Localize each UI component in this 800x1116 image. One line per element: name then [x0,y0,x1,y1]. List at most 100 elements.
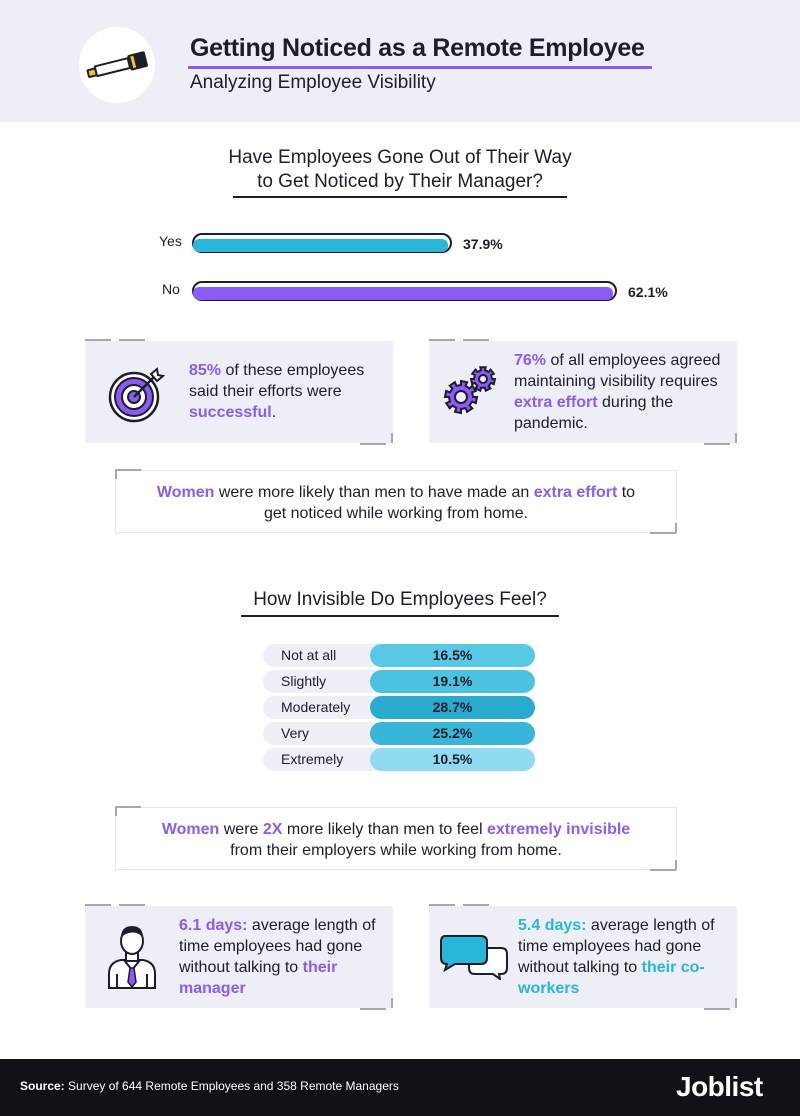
corner-dash [391,998,393,1008]
chart1-title-underline [233,196,567,198]
page-title: Getting Noticed as a Remote Employee [190,34,645,62]
corner-dash [115,806,141,808]
corner-dash [391,433,393,443]
invisibility-value: 16.5% [370,644,535,667]
header-banner: Getting Noticed as a Remote Employee Ana… [0,0,800,122]
women-effort-text: Women were more likely than men to have … [146,482,646,524]
title-underline [188,66,652,69]
corner-dash [675,523,677,533]
corner-dash [675,860,677,870]
gear-hole [454,390,468,404]
bar-label-no: No [162,281,180,297]
stat-success-body: of these employees said their efforts we… [189,362,365,400]
telescope-icon [86,51,148,78]
chart1-title-line2: to Get Noticed by Their Manager? [257,171,543,192]
women-invisible-word: extremely invisible [487,821,631,838]
gear-hole [478,374,488,384]
women-invisible-end: from their employers while working from … [230,842,562,859]
corner-dash [735,433,737,443]
stat-coworkers-body: average length of time employees had gon… [518,917,715,976]
women-effort-word: extra effort [533,484,618,501]
stat-effort-end: during the pandemic. [514,394,674,432]
source-label: Source: [20,1079,65,1093]
logo-circle [79,27,155,103]
stat-coworkers-word1: their [641,959,677,976]
corner-dash [650,532,676,534]
businessman-icon [108,926,156,989]
invisibility-value: 19.1% [370,670,535,693]
stat-box-women-invisible: Women were 2X more likely than men to fe… [115,807,677,870]
stat-effort-word: extra effort [514,394,598,411]
invisibility-row: Extremely 10.5% [263,748,535,771]
corner-dash [115,806,117,816]
women-invisible-body: were [219,821,263,838]
corner-dash [704,443,730,445]
stat-card-coworkers: 5.4 days: average length of time employe… [429,906,737,1008]
stat-box-women-effort: Women were more likely than men to have … [115,470,677,533]
stat-coworkers-days: 5.4 days: [518,917,587,934]
stat-effort-body: of all employees agreed maintaining visi… [514,352,721,390]
bar-no [193,287,613,300]
stat-success-pct: 85% [189,362,222,379]
invisibility-value: 25.2% [370,722,535,745]
corner-dash [360,1008,386,1010]
stat-card-success: 85% of these employees said their effort… [85,341,393,443]
women-invisible-mult: 2X [262,821,283,838]
corner-dash [119,339,145,341]
corner-dash [115,469,117,479]
corner-dash [429,904,455,906]
stat-manager-word2: manager [179,980,246,997]
chart1-title-line1: Have Employees Gone Out of Their Way [228,147,572,168]
corner-dash [735,998,737,1008]
source-text: Source: Survey of 644 Remote Employees a… [20,1079,399,1093]
corner-dash [463,904,489,906]
invisibility-row: Moderately 28.7% [263,696,535,719]
stat-manager-body: average length of time employees had gon… [179,917,376,976]
invisibility-label: Not at all [281,647,337,663]
stat-success-text: 85% of these employees said their effort… [189,360,385,423]
invisibility-label: Slightly [281,673,327,689]
chart2-title-underline [241,615,559,617]
corner-dash [85,339,111,341]
stat-coworkers-word2: co-workers [518,959,705,997]
women-effort-body: were more likely than men to have made a… [214,484,534,501]
invisibility-label: Very [281,725,310,741]
corner-dash [704,1008,730,1010]
invisibility-row: Not at all 16.5% [263,644,535,667]
stat-coworkers-text: 5.4 days: average length of time employe… [518,915,732,999]
brand-logo: Joblist [676,1071,763,1102]
bar-value-yes: 37.9% [463,236,503,252]
stat-success-word: successful [189,404,272,421]
women-invisible-body2: more likely than men to feel [282,821,487,838]
corner-dash [463,339,489,341]
women-invisible-text: Women were 2X more likely than men to fe… [146,819,646,861]
target-icon [108,367,166,423]
gears-icon [443,366,497,415]
women-effort-lead: Women [156,484,215,501]
corner-dash [85,904,111,906]
stat-manager-word1: their [302,959,338,976]
invisibility-value: 10.5% [370,748,535,771]
corner-dash [650,869,676,871]
chat-bubbles-icon [440,935,508,980]
stat-success-end: . [271,404,277,421]
invisibility-value: 28.7% [370,696,535,719]
invisibility-label: Extremely [281,751,344,767]
footer: Source: Survey of 644 Remote Employees a… [0,1059,800,1116]
women-invisible-lead: Women [161,821,220,838]
stat-effort-text: 76% of all employees agreed maintaining … [514,350,732,434]
women-effort-end: to get noticed while working from home. [263,484,636,522]
stat-card-effort: 76% of all employees agreed maintaining … [429,341,737,443]
corner-dash [360,443,386,445]
page-subtitle: Analyzing Employee Visibility [190,72,436,93]
bar-value-no: 62.1% [628,284,668,300]
bar-label-yes: Yes [159,233,182,249]
invisibility-label: Moderately [281,699,351,715]
source-body: Survey of 644 Remote Employees and 358 R… [64,1079,399,1093]
stat-manager-text: 6.1 days: average length of time employe… [179,915,389,999]
invisibility-row: Slightly 19.1% [263,670,535,693]
stat-card-manager: 6.1 days: average length of time employe… [85,906,393,1008]
corner-dash [115,469,141,471]
corner-dash [429,339,455,341]
corner-dash [119,904,145,906]
